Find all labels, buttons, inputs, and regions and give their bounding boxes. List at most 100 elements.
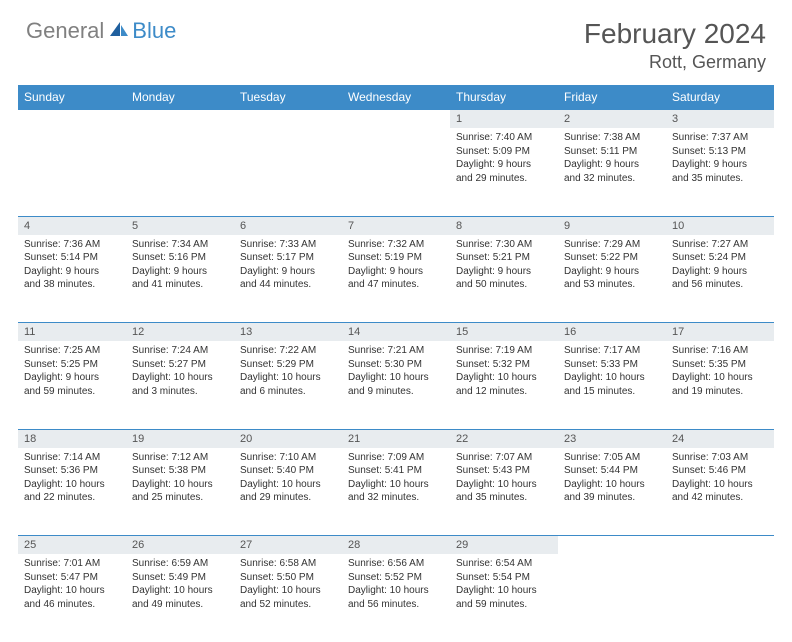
daylight1-text: Daylight: 10 hours (456, 371, 552, 385)
weekday-header: Tuesday (234, 85, 342, 110)
day-number-cell: 10 (666, 216, 774, 235)
sunset-text: Sunset: 5:25 PM (24, 358, 120, 372)
location-label: Rott, Germany (584, 52, 766, 73)
sunset-text: Sunset: 5:47 PM (24, 571, 120, 585)
sunset-text: Sunset: 5:43 PM (456, 464, 552, 478)
sunrise-text: Sunrise: 6:58 AM (240, 557, 336, 571)
daylight1-text: Daylight: 9 hours (240, 265, 336, 279)
day-number-cell (558, 536, 666, 555)
day-content-cell: Sunrise: 7:22 AMSunset: 5:29 PMDaylight:… (234, 341, 342, 429)
sunrise-text: Sunrise: 6:59 AM (132, 557, 228, 571)
day-number-cell: 29 (450, 536, 558, 555)
day-content-cell: Sunrise: 7:07 AMSunset: 5:43 PMDaylight:… (450, 448, 558, 536)
day-number-cell: 11 (18, 323, 126, 342)
day-number-cell: 23 (558, 429, 666, 448)
sunrise-text: Sunrise: 7:09 AM (348, 451, 444, 465)
sunrise-text: Sunrise: 6:56 AM (348, 557, 444, 571)
day-content-cell: Sunrise: 7:32 AMSunset: 5:19 PMDaylight:… (342, 235, 450, 323)
weekday-header: Friday (558, 85, 666, 110)
day-number-cell: 15 (450, 323, 558, 342)
day-content-cell: Sunrise: 6:59 AMSunset: 5:49 PMDaylight:… (126, 554, 234, 642)
day-number-cell: 8 (450, 216, 558, 235)
sunset-text: Sunset: 5:38 PM (132, 464, 228, 478)
daylight1-text: Daylight: 9 hours (564, 158, 660, 172)
day-content-cell: Sunrise: 7:27 AMSunset: 5:24 PMDaylight:… (666, 235, 774, 323)
daylight2-text: and 35 minutes. (672, 172, 768, 186)
day-number-cell (18, 110, 126, 129)
sunset-text: Sunset: 5:24 PM (672, 251, 768, 265)
weekday-header-row: SundayMondayTuesdayWednesdayThursdayFrid… (18, 85, 774, 110)
day-content-cell (666, 554, 774, 642)
content-row: Sunrise: 7:25 AMSunset: 5:25 PMDaylight:… (18, 341, 774, 429)
content-row: Sunrise: 7:40 AMSunset: 5:09 PMDaylight:… (18, 128, 774, 216)
daylight2-text: and 52 minutes. (240, 598, 336, 612)
daylight2-text: and 12 minutes. (456, 385, 552, 399)
sunset-text: Sunset: 5:32 PM (456, 358, 552, 372)
sunrise-text: Sunrise: 7:03 AM (672, 451, 768, 465)
sunrise-text: Sunrise: 7:21 AM (348, 344, 444, 358)
sunrise-text: Sunrise: 7:30 AM (456, 238, 552, 252)
day-number-cell: 14 (342, 323, 450, 342)
sunset-text: Sunset: 5:36 PM (24, 464, 120, 478)
day-number-cell: 28 (342, 536, 450, 555)
day-content-cell: Sunrise: 7:10 AMSunset: 5:40 PMDaylight:… (234, 448, 342, 536)
daylight2-text: and 50 minutes. (456, 278, 552, 292)
weekday-header: Wednesday (342, 85, 450, 110)
day-content-cell: Sunrise: 7:40 AMSunset: 5:09 PMDaylight:… (450, 128, 558, 216)
sunset-text: Sunset: 5:30 PM (348, 358, 444, 372)
brand-sail-icon (108, 20, 130, 43)
weekday-header: Monday (126, 85, 234, 110)
daylight2-text: and 32 minutes. (348, 491, 444, 505)
daylight2-text: and 47 minutes. (348, 278, 444, 292)
day-content-cell: Sunrise: 7:16 AMSunset: 5:35 PMDaylight:… (666, 341, 774, 429)
sunrise-text: Sunrise: 7:14 AM (24, 451, 120, 465)
day-number-cell: 24 (666, 429, 774, 448)
sunrise-text: Sunrise: 7:29 AM (564, 238, 660, 252)
day-content-cell: Sunrise: 7:33 AMSunset: 5:17 PMDaylight:… (234, 235, 342, 323)
daylight1-text: Daylight: 10 hours (564, 478, 660, 492)
weekday-header: Sunday (18, 85, 126, 110)
daylight2-text: and 53 minutes. (564, 278, 660, 292)
day-number-cell: 16 (558, 323, 666, 342)
daylight1-text: Daylight: 9 hours (24, 265, 120, 279)
daylight1-text: Daylight: 10 hours (672, 371, 768, 385)
day-content-cell: Sunrise: 7:12 AMSunset: 5:38 PMDaylight:… (126, 448, 234, 536)
day-number-cell: 18 (18, 429, 126, 448)
day-number-cell: 4 (18, 216, 126, 235)
sunrise-text: Sunrise: 7:37 AM (672, 131, 768, 145)
day-content-cell: Sunrise: 7:25 AMSunset: 5:25 PMDaylight:… (18, 341, 126, 429)
daynum-row: 2526272829 (18, 536, 774, 555)
sunrise-text: Sunrise: 7:22 AM (240, 344, 336, 358)
day-content-cell (18, 128, 126, 216)
daynum-row: 18192021222324 (18, 429, 774, 448)
day-content-cell: Sunrise: 6:58 AMSunset: 5:50 PMDaylight:… (234, 554, 342, 642)
page-header: General Blue February 2024 Rott, Germany (0, 0, 792, 81)
sunset-text: Sunset: 5:21 PM (456, 251, 552, 265)
day-number-cell: 26 (126, 536, 234, 555)
sunset-text: Sunset: 5:49 PM (132, 571, 228, 585)
day-number-cell: 6 (234, 216, 342, 235)
daylight2-text: and 9 minutes. (348, 385, 444, 399)
day-number-cell (342, 110, 450, 129)
daylight1-text: Daylight: 10 hours (348, 478, 444, 492)
day-number-cell: 19 (126, 429, 234, 448)
daylight2-text: and 32 minutes. (564, 172, 660, 186)
sunrise-text: Sunrise: 7:19 AM (456, 344, 552, 358)
day-number-cell (234, 110, 342, 129)
sunset-text: Sunset: 5:52 PM (348, 571, 444, 585)
sunset-text: Sunset: 5:17 PM (240, 251, 336, 265)
daylight2-text: and 59 minutes. (24, 385, 120, 399)
day-number-cell: 22 (450, 429, 558, 448)
daylight2-text: and 29 minutes. (456, 172, 552, 186)
daylight1-text: Daylight: 9 hours (456, 265, 552, 279)
brand-general: General (26, 18, 104, 44)
daylight2-text: and 39 minutes. (564, 491, 660, 505)
daylight1-text: Daylight: 9 hours (348, 265, 444, 279)
daylight2-text: and 6 minutes. (240, 385, 336, 399)
sunrise-text: Sunrise: 7:10 AM (240, 451, 336, 465)
daylight1-text: Daylight: 9 hours (24, 371, 120, 385)
day-content-cell: Sunrise: 7:21 AMSunset: 5:30 PMDaylight:… (342, 341, 450, 429)
brand-blue: Blue (132, 18, 176, 44)
sunset-text: Sunset: 5:29 PM (240, 358, 336, 372)
sunset-text: Sunset: 5:09 PM (456, 145, 552, 159)
